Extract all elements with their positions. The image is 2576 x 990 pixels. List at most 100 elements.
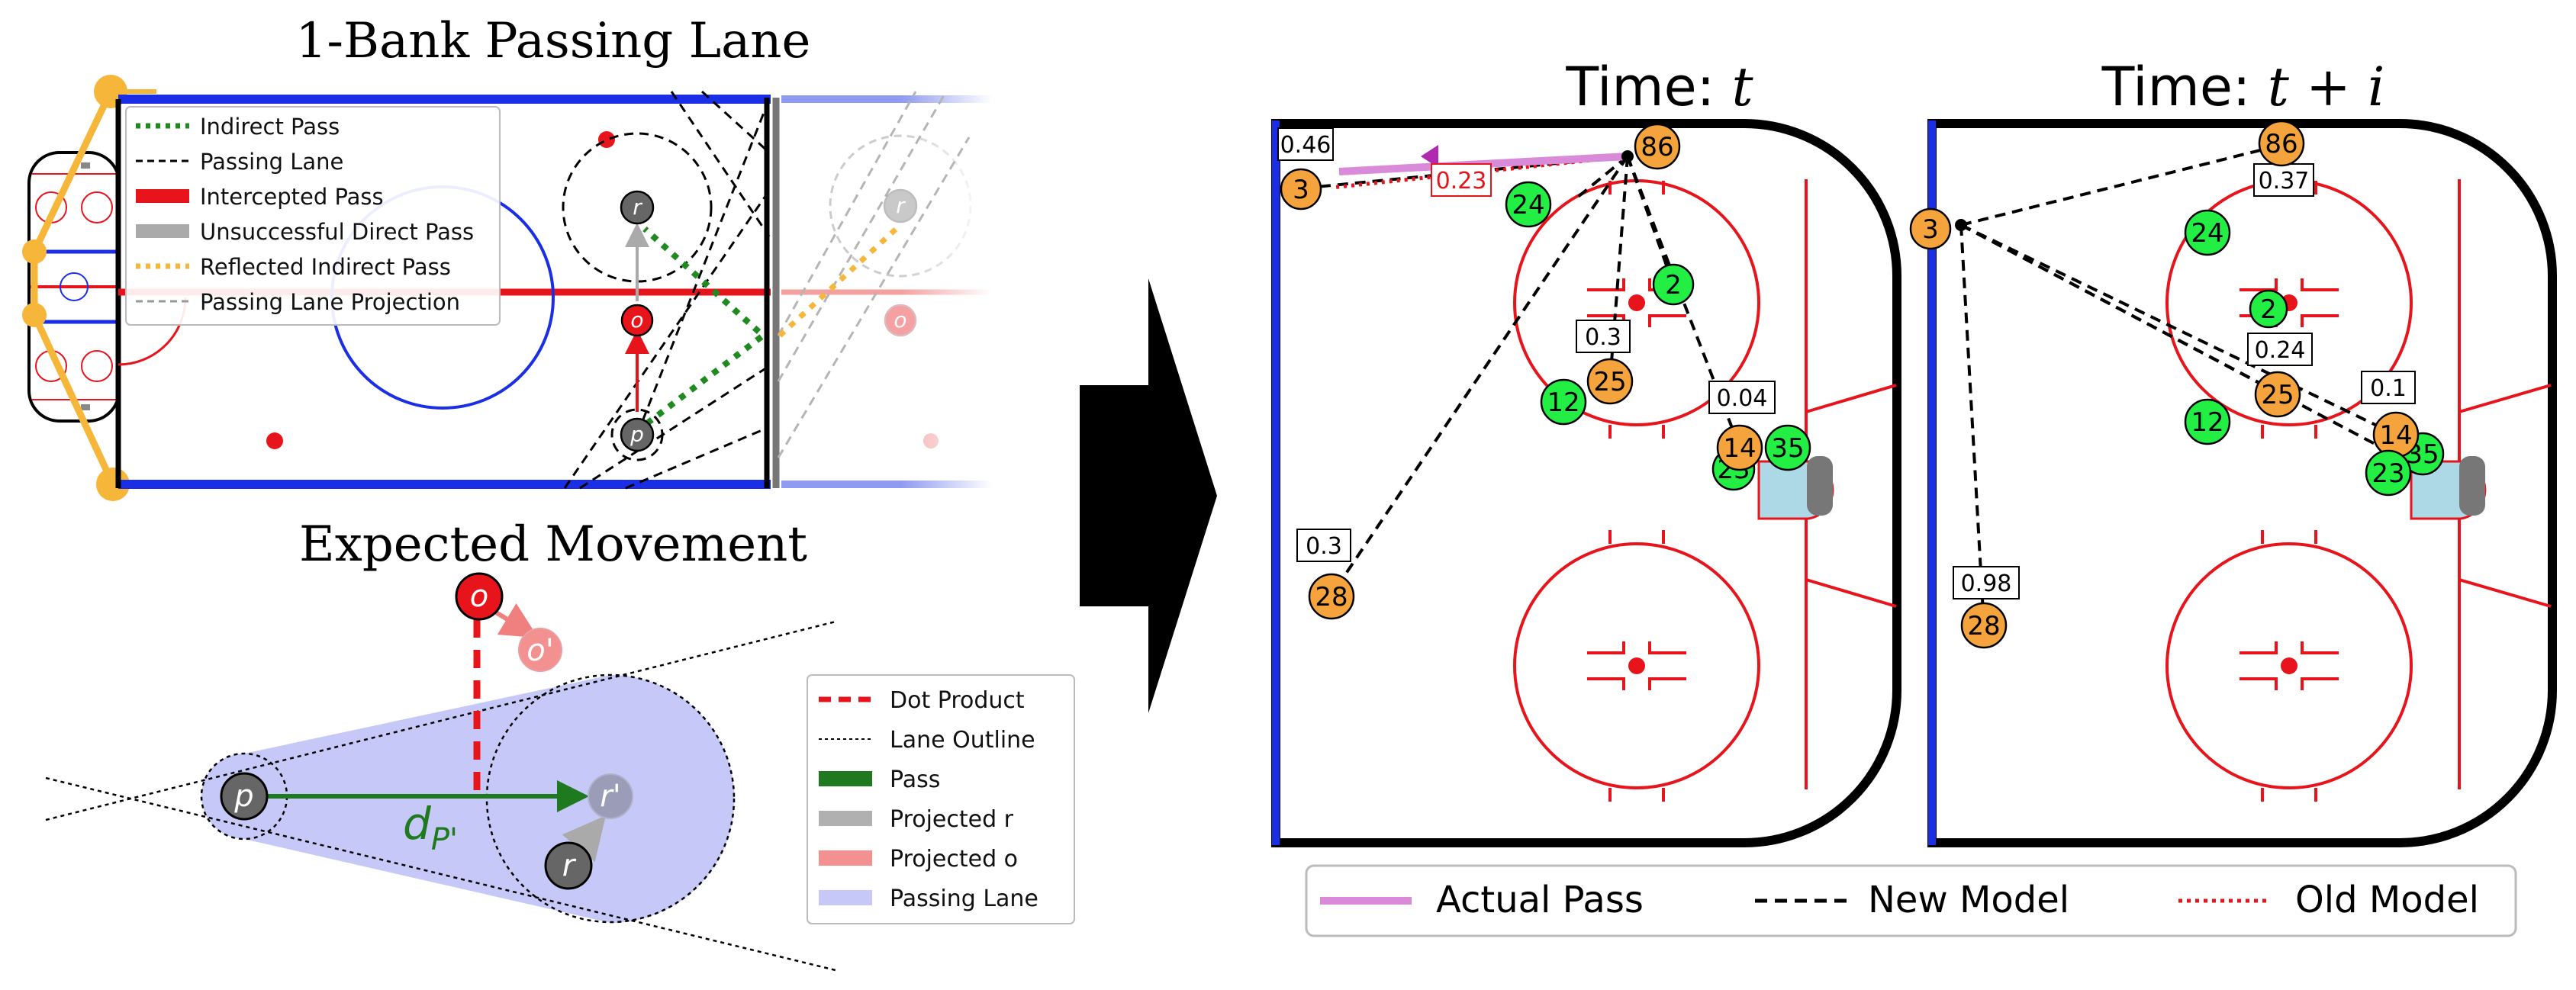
panel-time-t: Time: t <box>1271 56 1901 847</box>
svg-text:23: 23 <box>2372 458 2404 489</box>
svg-text:24: 24 <box>1512 190 1544 220</box>
svg-text:r: r <box>633 194 642 220</box>
ti-player-3: 3 <box>1909 207 1952 250</box>
bank-pass-legend: Indirect Pass Passing Lane Intercepted P… <box>125 106 501 326</box>
svg-text:3: 3 <box>1293 175 1309 205</box>
panel-time-t-plus-i: Time: t + i 0.37 <box>1909 56 2557 847</box>
svg-text:New Model: New Model <box>1868 879 2069 921</box>
svg-text:12: 12 <box>2191 407 2223 438</box>
player-receiver: r <box>620 190 655 225</box>
lane-projection-lines <box>777 91 971 458</box>
transition-arrow <box>1080 278 1217 713</box>
expected-movement-diagram: Expected Movement o o' p r' <box>45 516 1075 972</box>
t-player-24: 24 <box>1505 181 1552 228</box>
bank-pass-diagram: 1-Bank Passing Lane <box>22 13 992 501</box>
panel-t-title: Time: t <box>1565 56 1753 118</box>
svg-text:Projected o: Projected o <box>890 846 1018 873</box>
svg-text:0.24: 0.24 <box>2255 337 2306 364</box>
ti-player-2: 2 <box>2249 289 2288 329</box>
em-passer: p <box>220 772 269 821</box>
player-receiver-projected: r <box>883 188 918 223</box>
svg-text:Projected r: Projected r <box>890 806 1014 833</box>
svg-text:Old Model: Old Model <box>2295 879 2479 921</box>
neutral-zone-rink <box>115 92 992 496</box>
indirect-pass-path <box>642 227 768 426</box>
svg-text:Reflected Indirect Pass: Reflected Indirect Pass <box>200 254 451 280</box>
ti-player-28: 28 <box>1960 602 2008 649</box>
svg-text:Actual Pass: Actual Pass <box>1436 879 1644 921</box>
svg-text:Intercepted Pass: Intercepted Pass <box>200 184 384 210</box>
t-player-86: 86 <box>1634 123 1681 170</box>
expected-movement-title: Expected Movement <box>299 516 807 573</box>
em-opponent: o <box>455 572 504 621</box>
svg-text:25: 25 <box>2261 380 2294 410</box>
svg-text:2: 2 <box>2260 294 2277 325</box>
opponent-projection-arrow <box>491 603 539 638</box>
panel-ti-title: Time: t + i <box>2101 56 2385 118</box>
passing-lane-area <box>201 675 735 923</box>
reflection-mirror-lines <box>22 75 156 501</box>
em-receiver: r <box>544 841 593 890</box>
svg-text:0.46: 0.46 <box>1280 132 1331 159</box>
player-opponent: o <box>620 304 654 337</box>
t-player-2: 2 <box>1652 263 1695 306</box>
t-player-3: 3 <box>1280 168 1322 211</box>
mini-rink-icon <box>27 151 121 423</box>
t-player-12: 12 <box>1540 378 1587 426</box>
ti-player-24: 24 <box>2184 209 2231 256</box>
svg-text:Unsuccessful Direct Pass: Unsuccessful Direct Pass <box>200 219 474 245</box>
em-receiver-projected: r' <box>588 773 633 819</box>
svg-text:24: 24 <box>2191 218 2223 249</box>
ti-player-23: 23 <box>2365 449 2412 497</box>
svg-text:p: p <box>630 422 644 447</box>
svg-text:14: 14 <box>1723 433 1756 464</box>
svg-text:86: 86 <box>2265 129 2297 159</box>
svg-text:12: 12 <box>1547 387 1579 418</box>
svg-text:0.1: 0.1 <box>2370 375 2407 402</box>
svg-text:0.3: 0.3 <box>1585 324 1621 351</box>
distance-label: dP' <box>403 798 458 857</box>
svg-text:Indirect Pass: Indirect Pass <box>200 114 340 140</box>
svg-text:0.04: 0.04 <box>1717 385 1768 412</box>
passing-lane-lines <box>562 90 771 490</box>
t-player-25: 25 <box>1586 358 1634 405</box>
t-player-14: 14 <box>1716 424 1763 471</box>
svg-text:Lane Outline: Lane Outline <box>890 727 1035 754</box>
svg-text:25: 25 <box>1593 367 1626 397</box>
svg-text:Passing Lane: Passing Lane <box>200 149 343 175</box>
svg-text:Dot Product: Dot Product <box>890 687 1025 714</box>
svg-text:r': r' <box>600 779 620 814</box>
svg-text:35: 35 <box>1771 433 1804 464</box>
svg-text:Passing Lane: Passing Lane <box>890 886 1038 912</box>
svg-text:86: 86 <box>1641 132 1673 162</box>
svg-text:p: p <box>233 779 253 814</box>
model-legend: Actual Pass New Model Old Model <box>1305 864 2517 937</box>
t-player-28: 28 <box>1308 573 1355 620</box>
svg-text:3: 3 <box>1922 214 1939 245</box>
svg-text:2: 2 <box>1665 270 1682 301</box>
svg-text:28: 28 <box>1315 582 1348 612</box>
svg-text:o: o <box>894 307 906 333</box>
bank-pass-title: 1-Bank Passing Lane <box>296 13 811 69</box>
t-player-35: 35 <box>1764 424 1811 471</box>
ti-player-25: 25 <box>2254 371 2301 418</box>
svg-text:14: 14 <box>2379 420 2412 451</box>
svg-text:0.98: 0.98 <box>1961 571 2012 597</box>
player-opponent-projected: o <box>884 304 917 337</box>
ti-player-86: 86 <box>2258 120 2305 167</box>
svg-text:o: o <box>630 307 643 333</box>
svg-text:0.3: 0.3 <box>1306 533 1342 560</box>
expected-movement-legend: Dot Product Lane Outline Pass Projected … <box>807 674 1075 924</box>
em-opponent-projected: o' <box>518 628 562 672</box>
svg-text:Pass: Pass <box>890 767 940 793</box>
svg-text:r: r <box>562 848 577 883</box>
svg-text:0.23: 0.23 <box>1436 168 1487 194</box>
svg-text:28: 28 <box>1967 611 2000 641</box>
ti-player-14: 14 <box>2372 411 2420 458</box>
svg-text:0.37: 0.37 <box>2259 168 2310 194</box>
svg-text:Passing Lane Projection: Passing Lane Projection <box>200 289 460 315</box>
receiver-projection-arrow <box>562 815 606 863</box>
player-passer: p <box>620 417 655 452</box>
ti-player-12: 12 <box>2184 398 2231 445</box>
